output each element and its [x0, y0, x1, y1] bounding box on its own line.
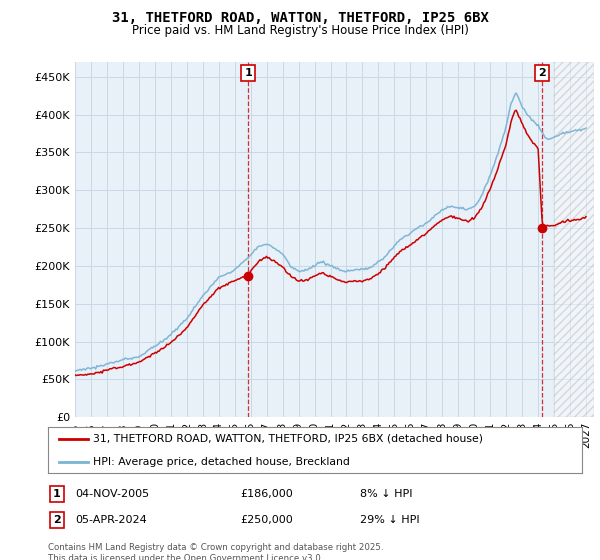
Text: 2: 2	[539, 68, 546, 78]
Text: 04-NOV-2005: 04-NOV-2005	[75, 489, 149, 499]
Text: 1: 1	[53, 489, 61, 499]
Text: 29% ↓ HPI: 29% ↓ HPI	[360, 515, 419, 525]
Text: 1: 1	[244, 68, 252, 78]
Text: £186,000: £186,000	[240, 489, 293, 499]
Text: 05-APR-2024: 05-APR-2024	[75, 515, 147, 525]
Text: £250,000: £250,000	[240, 515, 293, 525]
Text: 8% ↓ HPI: 8% ↓ HPI	[360, 489, 413, 499]
Text: 31, THETFORD ROAD, WATTON, THETFORD, IP25 6BX: 31, THETFORD ROAD, WATTON, THETFORD, IP2…	[112, 11, 488, 25]
Text: Contains HM Land Registry data © Crown copyright and database right 2025.
This d: Contains HM Land Registry data © Crown c…	[48, 543, 383, 560]
Text: HPI: Average price, detached house, Breckland: HPI: Average price, detached house, Brec…	[94, 457, 350, 466]
Text: Price paid vs. HM Land Registry's House Price Index (HPI): Price paid vs. HM Land Registry's House …	[131, 24, 469, 36]
Text: 31, THETFORD ROAD, WATTON, THETFORD, IP25 6BX (detached house): 31, THETFORD ROAD, WATTON, THETFORD, IP2…	[94, 434, 484, 444]
Text: 2: 2	[53, 515, 61, 525]
